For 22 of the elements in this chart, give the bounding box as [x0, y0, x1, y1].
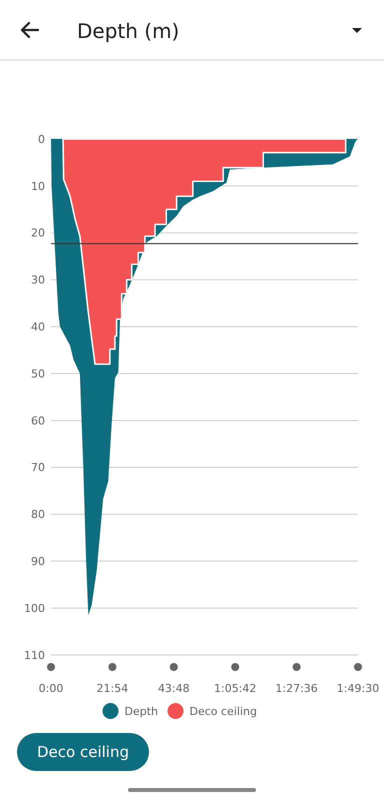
y-tick-label: 110 — [24, 648, 45, 662]
y-tick-label: 60 — [31, 414, 45, 428]
x-tick-label: 43:48 — [158, 682, 190, 695]
y-tick-label: 30 — [31, 274, 45, 287]
text: Deco ceiling — [37, 743, 129, 761]
x-tick-label: 1:49:30 — [336, 682, 380, 695]
x-tick-label: 1:05:42 — [214, 682, 256, 695]
y-tick-label: 20 — [31, 226, 45, 240]
legend-label: Deco ceiling — [190, 705, 257, 718]
chart-title: Depth (m) — [77, 19, 180, 43]
x-tick-label: 1:27:36 — [275, 682, 318, 695]
y-tick-label: 40 — [31, 320, 45, 334]
y-tick-label: 80 — [31, 508, 45, 522]
y-tick-label: 100 — [24, 602, 45, 615]
y-tick-label: 50 — [31, 367, 45, 380]
y-tick-label: 90 — [31, 555, 45, 568]
y-tick-label: 70 — [31, 461, 45, 474]
y-tick-label: 10 — [31, 180, 45, 193]
x-tick-label: 21:54 — [96, 682, 128, 695]
legend-label: Depth — [124, 705, 158, 718]
x-tick-label: 0:00 — [38, 682, 64, 695]
y-tick-label: 0 — [38, 132, 45, 146]
